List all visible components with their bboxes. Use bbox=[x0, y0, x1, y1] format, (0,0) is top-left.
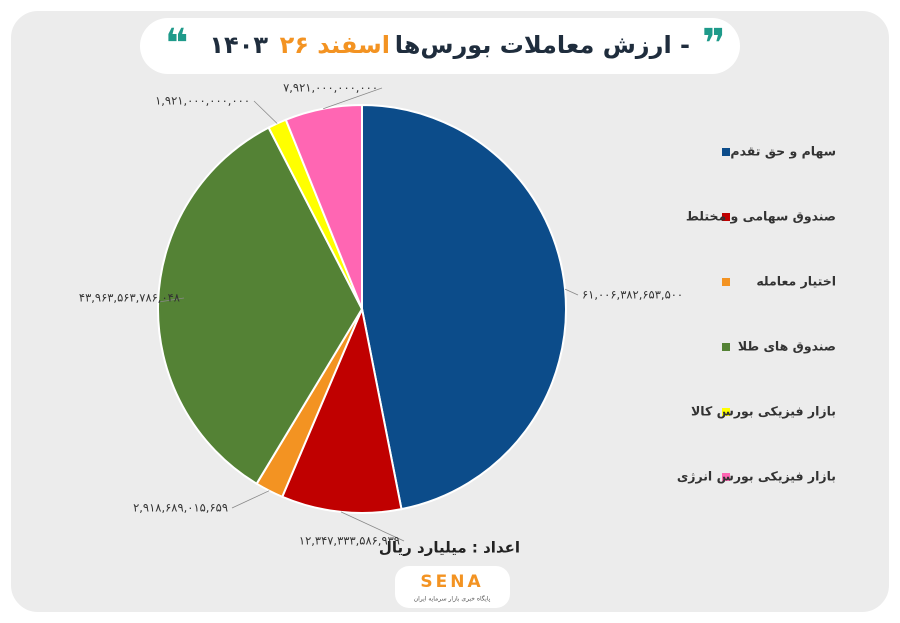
leader-line bbox=[340, 511, 405, 542]
quote-left: ❝ bbox=[165, 21, 188, 67]
legend-swatch bbox=[722, 213, 730, 221]
legend-swatch bbox=[722, 408, 730, 416]
legend-label: بازار فیزیکی بورس انرژی bbox=[677, 469, 836, 484]
data-label: ۷,۹۲۱,۰۰۰,۰۰۰,۰۰۰ bbox=[283, 81, 378, 95]
data-label: ۱۲,۳۴۷,۳۳۳,۵۸۶,۹۳۹ bbox=[299, 534, 400, 548]
leader-line bbox=[323, 87, 383, 110]
title-date: ۲۶ اسفند bbox=[280, 31, 390, 59]
legend-swatch bbox=[722, 278, 730, 286]
legend-label: صندوق سهامی و مختلط bbox=[686, 209, 836, 224]
legend-label: سهام و حق تقدم bbox=[730, 144, 836, 160]
quote-right: ❞ bbox=[702, 21, 725, 67]
legend-swatch bbox=[722, 473, 730, 481]
pie-slice bbox=[284, 103, 363, 310]
leader-line bbox=[231, 490, 270, 509]
leader-line bbox=[564, 288, 579, 296]
data-label: ۱,۹۲۱,۰۰۰,۰۰۰,۰۰۰ bbox=[155, 94, 250, 108]
leader-line bbox=[253, 100, 278, 124]
data-label: ۶۱,۰۰۶,۳۸۲,۶۵۳,۵۰۰ bbox=[582, 288, 683, 302]
pie-slice bbox=[280, 305, 403, 514]
logo: SENA bbox=[420, 572, 483, 592]
legend-swatch bbox=[722, 343, 730, 351]
leader-line bbox=[158, 297, 185, 303]
legend-label: بازار فیزیکی بورس کالا bbox=[691, 404, 836, 419]
unit-note: اعداد : میلیارد ریال bbox=[379, 539, 520, 557]
data-label: ۲,۹۱۸,۶۸۹,۰۱۵,۶۵۹ bbox=[133, 501, 228, 515]
legend-swatch bbox=[722, 148, 730, 156]
pie-slice bbox=[361, 103, 567, 511]
legend-label: اختیار معامله bbox=[756, 274, 836, 289]
title-year: ۱۴۰۳ bbox=[209, 31, 268, 59]
title-pill bbox=[140, 18, 740, 74]
legend-label: صندوق های طلا bbox=[738, 339, 836, 354]
logo-tagline: پایگاه خبری بازار سرمایه ایران bbox=[414, 595, 491, 603]
logo-box bbox=[395, 566, 510, 608]
data-label: ۴۳,۹۶۳,۵۶۳,۷۸۶,۰۴۸ bbox=[79, 291, 180, 305]
chart-title: ارزش معاملات بورس‌ها - bbox=[395, 31, 690, 59]
